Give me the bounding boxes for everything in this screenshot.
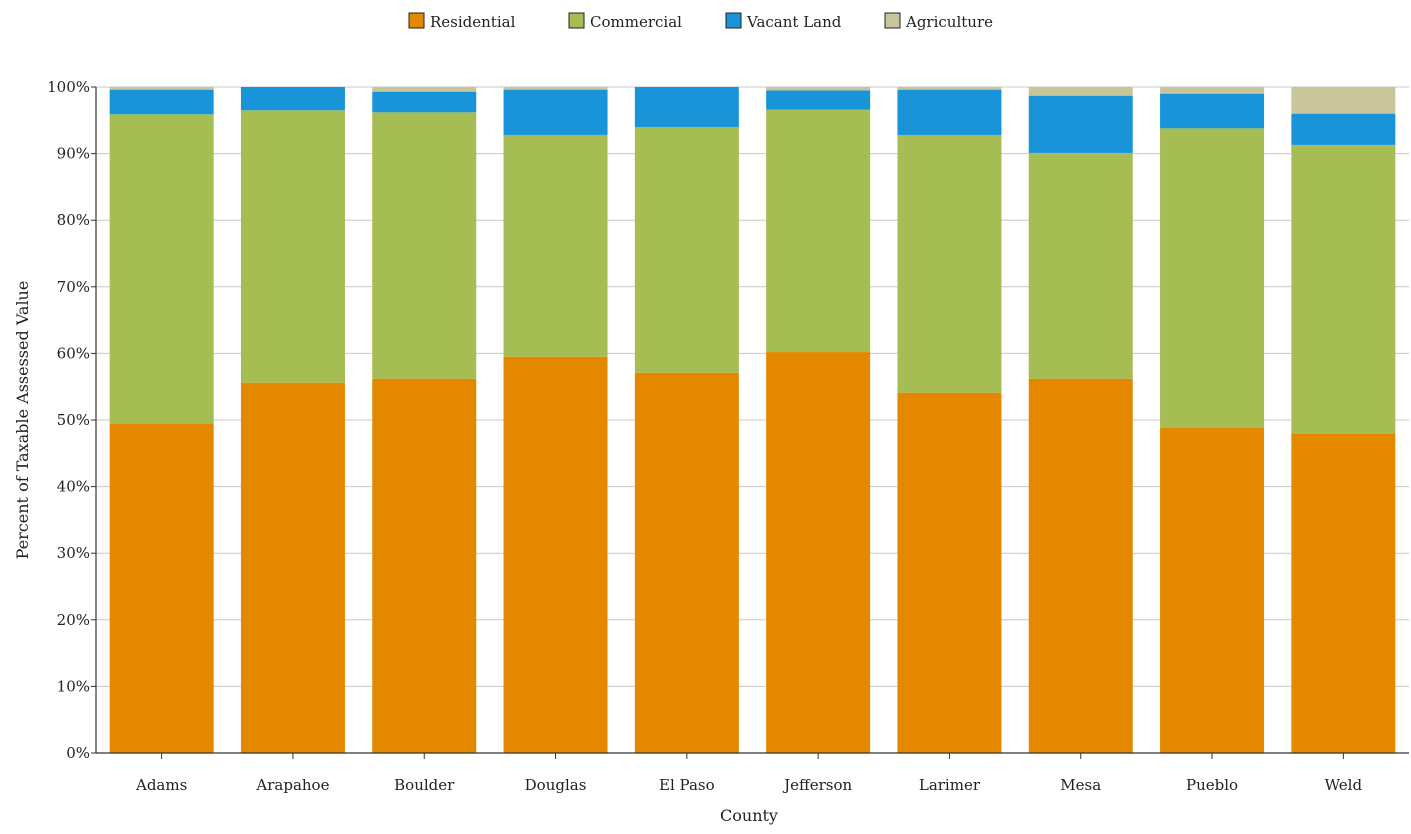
bar-segment-vacant-land <box>1160 93 1265 129</box>
bar-segment-residential <box>109 423 214 753</box>
bar-segment-vacant-land <box>240 87 345 111</box>
bar-segment-residential <box>766 352 871 753</box>
bar-segment-agriculture <box>503 87 608 90</box>
x-tick-label: Weld <box>1325 776 1363 794</box>
bar-segment-vacant-land <box>1028 95 1133 153</box>
bar-segment-commercial <box>1291 144 1396 434</box>
bar-segment-vacant-land <box>897 89 1002 135</box>
legend-label: Residential <box>430 13 516 31</box>
x-tick-label: Boulder <box>394 776 455 794</box>
bar-segment-vacant-land <box>109 89 214 115</box>
legend-swatch <box>725 12 742 29</box>
bar-segment-commercial <box>240 110 345 383</box>
x-tick-label: Adams <box>135 776 187 794</box>
bar-segment-commercial <box>503 134 608 357</box>
bar-segment-commercial <box>372 112 477 379</box>
y-tick-label: 70% <box>57 278 90 296</box>
bar-segment-vacant-land <box>766 90 871 110</box>
bar-segment-agriculture <box>766 87 871 91</box>
bar-segment-commercial <box>897 134 1002 393</box>
x-tick-label: Jefferson <box>782 776 852 794</box>
x-tick-label: Pueblo <box>1186 776 1238 794</box>
legend-label: Commercial <box>590 13 682 31</box>
y-tick-label: 20% <box>57 611 90 629</box>
bar-segment-vacant-land <box>1291 113 1396 145</box>
bar-segment-residential <box>1028 378 1133 753</box>
legend-label: Agriculture <box>905 13 993 31</box>
y-tick-label: 0% <box>66 744 90 762</box>
bar-segment-residential <box>372 378 477 753</box>
bar-segment-vacant-land <box>634 87 739 127</box>
y-tick-label: 60% <box>57 344 90 362</box>
bar-segment-residential <box>503 356 608 753</box>
y-tick-label: 30% <box>57 544 90 562</box>
y-tick-label: 10% <box>57 677 90 695</box>
bar-segment-vacant-land <box>372 91 477 113</box>
bar-segment-agriculture <box>1028 87 1133 96</box>
bar-segment-commercial <box>634 126 739 373</box>
bar-segment-residential <box>1160 427 1265 753</box>
bar-segment-residential <box>897 392 1002 753</box>
x-tick-label: El Paso <box>659 776 715 794</box>
bar-segment-commercial <box>109 114 214 424</box>
bar-segment-vacant-land <box>503 89 608 135</box>
x-axis-title: County <box>720 806 778 825</box>
legend: Residential Commercial Vacant Land Agricult… <box>408 12 993 31</box>
bars <box>109 87 1396 753</box>
bar-segment-agriculture <box>372 87 477 92</box>
bar-segment-commercial <box>1160 128 1265 428</box>
x-tick-label: Mesa <box>1060 776 1101 794</box>
bar-segment-agriculture <box>1160 87 1265 94</box>
bar-segment-commercial <box>766 109 871 353</box>
y-tick-label: 40% <box>57 478 90 496</box>
bar-segment-residential <box>634 372 739 753</box>
legend-swatch <box>408 12 425 29</box>
x-axis-ticks: Adams Arapahoe Boulder Douglas El Paso Jeffer… <box>135 753 1362 794</box>
y-tick-label: 90% <box>57 145 90 163</box>
y-tick-label: 100% <box>47 78 90 96</box>
x-tick-label: Larimer <box>919 776 981 794</box>
x-tick-label: Arapahoe <box>255 776 329 794</box>
x-tick-label: Douglas <box>525 776 587 794</box>
y-tick-label: 80% <box>57 211 90 229</box>
y-tick-label: 50% <box>57 411 90 429</box>
bar-segment-agriculture <box>897 87 1002 90</box>
y-axis-title: Percent of Taxable Assessed Value <box>13 281 32 560</box>
bar-segment-residential <box>1291 433 1396 753</box>
bar-segment-residential <box>240 382 345 753</box>
bar-segment-commercial <box>1028 152 1133 379</box>
legend-label: Vacant Land <box>746 13 842 31</box>
legend-swatch <box>884 12 901 29</box>
bar-segment-agriculture <box>1291 87 1396 114</box>
y-axis-ticks: 0% 10% 20% 30% 40% 50% 60% 70% 80% 90% 100% <box>47 78 96 762</box>
legend-swatch <box>568 12 585 29</box>
bar-segment-agriculture <box>109 87 214 90</box>
